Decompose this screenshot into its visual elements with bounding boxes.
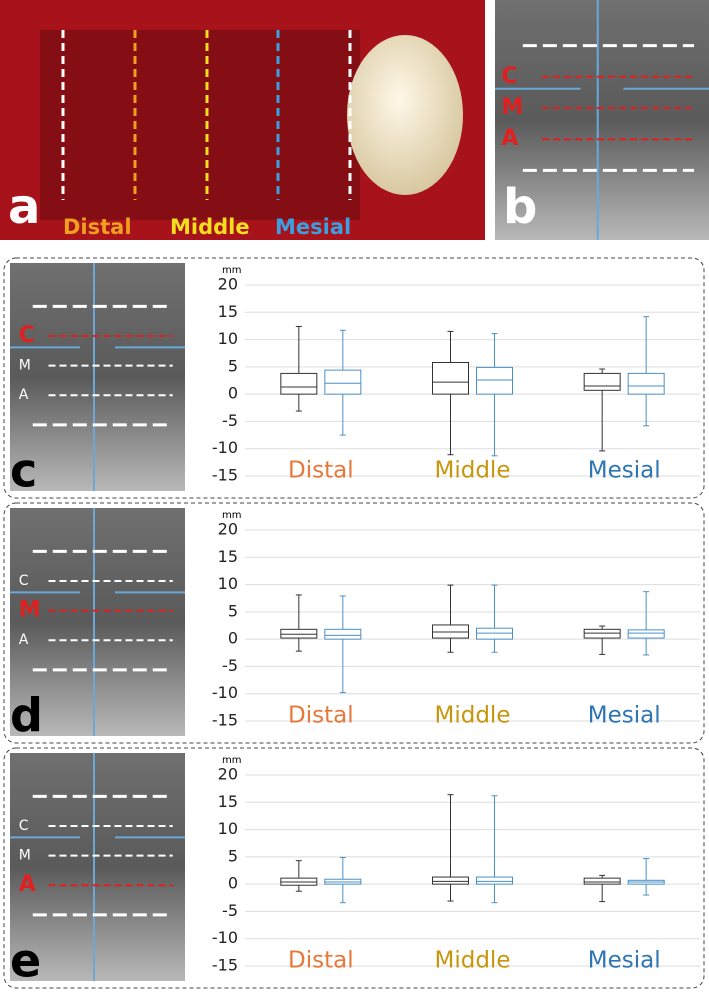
tooth	[347, 35, 463, 195]
xray	[10, 508, 185, 736]
level-label: M	[19, 358, 31, 374]
level-label: C	[19, 573, 29, 589]
y-tick-label: 0	[228, 384, 238, 403]
region-label: Distal	[63, 215, 132, 239]
box	[280, 372, 318, 395]
panel-letter: a	[8, 179, 40, 235]
y-tick-label: 15	[218, 547, 238, 566]
region-label: Mesial	[275, 215, 351, 239]
y-tick-label: 10	[218, 819, 238, 838]
y-tick-label: 5	[228, 356, 238, 375]
level-label: A	[19, 387, 29, 403]
panel-frame	[3, 747, 705, 989]
y-axis-label: mm	[222, 265, 241, 276]
box	[583, 877, 621, 885]
box	[324, 628, 362, 640]
box	[476, 366, 513, 395]
panel-letter: b	[503, 179, 537, 235]
y-tick-label: -5	[222, 411, 238, 430]
box	[432, 361, 469, 395]
box	[627, 372, 665, 395]
xray	[10, 263, 185, 491]
box	[476, 876, 513, 885]
category-label: Middle	[435, 948, 511, 974]
region-label: Middle	[170, 215, 250, 239]
level-label: C	[19, 818, 29, 834]
y-axis-label: mm	[222, 755, 241, 766]
y-tick-label: -10	[212, 928, 238, 947]
box	[324, 369, 362, 395]
level-label: M	[501, 95, 523, 120]
y-tick-label: -10	[212, 438, 238, 457]
box	[476, 627, 513, 640]
y-tick-label: 0	[228, 874, 238, 893]
box	[432, 624, 469, 639]
category-label: Mesial	[588, 458, 661, 484]
box	[583, 628, 621, 639]
panel-letter: e	[10, 934, 41, 988]
photo-shade	[40, 30, 360, 220]
y-tick-label: 5	[228, 846, 238, 865]
box	[627, 629, 665, 639]
box	[583, 372, 621, 391]
xray-b	[495, 0, 709, 240]
box	[280, 628, 318, 639]
box	[432, 876, 469, 885]
category-label: Distal	[288, 703, 354, 729]
y-tick-label: -10	[212, 683, 238, 702]
y-tick-label: -5	[222, 901, 238, 920]
category-label: Middle	[435, 458, 511, 484]
category-label: Mesial	[588, 703, 661, 729]
y-tick-label: 15	[218, 302, 238, 321]
y-tick-label: -15	[212, 466, 238, 485]
y-tick-label: 10	[218, 574, 238, 593]
panel-frame	[3, 502, 705, 744]
y-tick-label: 20	[218, 520, 238, 539]
category-label: Distal	[288, 458, 354, 484]
y-tick-label: 5	[228, 601, 238, 620]
y-tick-label: 10	[218, 329, 238, 348]
y-tick-label: 15	[218, 792, 238, 811]
y-tick-label: 20	[218, 765, 238, 784]
panel-letter: c	[10, 444, 37, 498]
y-tick-label: -5	[222, 656, 238, 675]
level-label: M	[19, 848, 31, 864]
level-label: A	[19, 872, 36, 897]
category-label: Middle	[435, 703, 511, 729]
level-label: A	[19, 632, 29, 648]
panel-frame	[3, 257, 705, 499]
y-tick-label: -15	[212, 956, 238, 975]
category-label: Mesial	[588, 948, 661, 974]
y-axis-label: mm	[222, 510, 241, 521]
y-tick-label: 0	[228, 629, 238, 648]
level-label: C	[19, 323, 35, 348]
level-label: M	[19, 598, 41, 623]
y-tick-label: -15	[212, 711, 238, 730]
xray	[10, 753, 185, 981]
y-tick-label: 20	[218, 275, 238, 294]
panel-letter: d	[10, 689, 43, 743]
level-label: C	[501, 64, 517, 89]
level-label: A	[501, 126, 518, 151]
category-label: Distal	[288, 948, 354, 974]
